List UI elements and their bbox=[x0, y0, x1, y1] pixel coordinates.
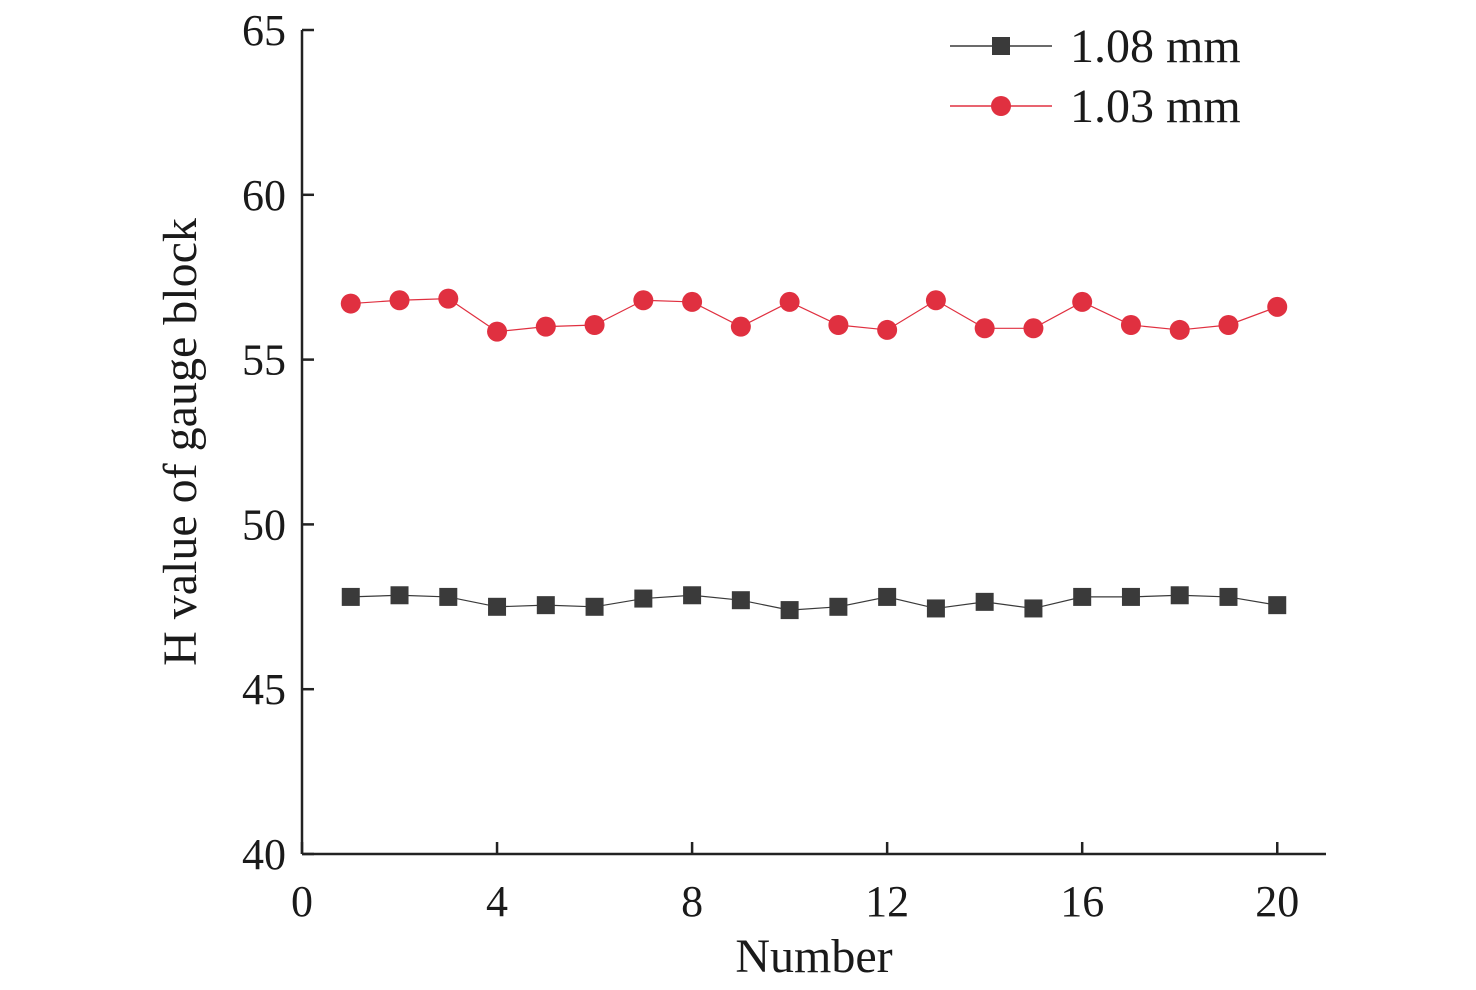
data-point bbox=[1072, 291, 1093, 312]
data-point bbox=[683, 586, 702, 605]
y-axis-title: H value of gauge block bbox=[154, 218, 207, 666]
data-point bbox=[730, 316, 751, 337]
x-tick-label: 0 bbox=[291, 877, 313, 926]
data-point bbox=[633, 290, 654, 311]
y-tick-label: 50 bbox=[242, 500, 286, 549]
data-point bbox=[341, 587, 360, 606]
data-point bbox=[488, 597, 507, 616]
data-point bbox=[634, 589, 653, 608]
y-tick-label: 40 bbox=[242, 830, 286, 879]
series-1 bbox=[340, 288, 1288, 342]
y-tick-label: 55 bbox=[242, 336, 286, 385]
data-point bbox=[1120, 314, 1141, 335]
data-point bbox=[439, 587, 458, 606]
data-point bbox=[877, 319, 898, 340]
data-point bbox=[925, 290, 946, 311]
series-layer bbox=[340, 288, 1288, 620]
data-point bbox=[584, 314, 605, 335]
data-point bbox=[585, 597, 604, 616]
data-point bbox=[926, 599, 945, 618]
data-point bbox=[438, 288, 459, 309]
data-point bbox=[1169, 319, 1190, 340]
legend-label: 1.08 mm bbox=[1070, 20, 1241, 73]
legend-item: 1.08 mm bbox=[950, 20, 1241, 73]
data-point bbox=[682, 291, 703, 312]
data-point bbox=[975, 592, 994, 611]
x-tick-label: 12 bbox=[865, 877, 909, 926]
data-point bbox=[535, 316, 556, 337]
data-point bbox=[731, 591, 750, 610]
data-point bbox=[779, 291, 800, 312]
y-tick-label: 60 bbox=[242, 171, 286, 220]
x-tick-label: 8 bbox=[681, 877, 703, 926]
data-point bbox=[390, 586, 409, 605]
legend-item: 1.03 mm bbox=[950, 80, 1241, 133]
legend-marker bbox=[992, 37, 1010, 55]
legend: 1.08 mm 1.03 mm bbox=[950, 20, 1241, 133]
data-point bbox=[1073, 587, 1092, 606]
data-point bbox=[1121, 587, 1140, 606]
series-0 bbox=[341, 586, 1287, 620]
data-point bbox=[974, 318, 995, 339]
data-point bbox=[1267, 296, 1288, 317]
x-axis-title: Number bbox=[735, 930, 892, 983]
data-point bbox=[340, 293, 361, 314]
axes bbox=[300, 30, 1326, 856]
y-ticks: 40 45 50 55 60 65 bbox=[242, 6, 314, 879]
x-tick-label: 16 bbox=[1060, 877, 1104, 926]
data-point bbox=[536, 596, 555, 615]
data-point bbox=[1024, 599, 1043, 618]
data-point bbox=[389, 290, 410, 311]
y-tick-label: 45 bbox=[242, 665, 286, 714]
legend-marker bbox=[991, 96, 1011, 116]
x-tick-label: 4 bbox=[486, 877, 508, 926]
data-point bbox=[829, 597, 848, 616]
data-point bbox=[1219, 587, 1238, 606]
data-point bbox=[487, 321, 508, 342]
data-point bbox=[1170, 586, 1189, 605]
legend-label: 1.03 mm bbox=[1070, 80, 1241, 133]
x-tick-label: 20 bbox=[1255, 877, 1299, 926]
x-ticks: 0 4 8 12 16 20 bbox=[291, 842, 1299, 926]
data-point bbox=[1268, 596, 1287, 615]
data-point bbox=[780, 601, 799, 620]
data-point bbox=[828, 314, 849, 335]
data-point bbox=[878, 587, 897, 606]
data-point bbox=[1023, 318, 1044, 339]
y-tick-label: 65 bbox=[242, 6, 286, 55]
data-point bbox=[1218, 314, 1239, 335]
